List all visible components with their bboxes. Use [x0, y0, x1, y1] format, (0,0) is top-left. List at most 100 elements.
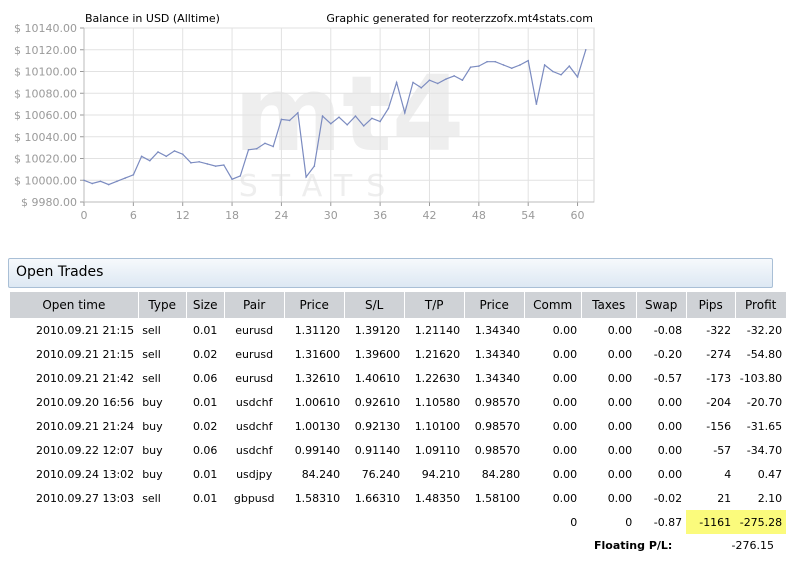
cell-pair: usdchf	[235, 395, 273, 409]
y-tick-label: $ 10020.00	[14, 153, 77, 166]
column-header-profit: Profit	[735, 292, 787, 318]
cell-comm: 0.00	[552, 419, 578, 433]
cell-current-price: 0.98570	[474, 419, 521, 433]
cell-stop-loss: 1.40610	[354, 371, 401, 385]
balance-point	[173, 150, 176, 152]
balance-point	[379, 120, 381, 123]
balance-point	[329, 122, 332, 125]
balance-point	[149, 159, 151, 162]
balance-point	[576, 76, 579, 78]
balance-point	[140, 155, 143, 158]
cell-open-price: 84.240	[301, 467, 341, 481]
cell-size: 0.01	[192, 323, 218, 337]
cell-pair: eurusd	[235, 323, 274, 337]
cell-type: sell	[142, 323, 161, 337]
x-tick-label: 0	[81, 209, 88, 222]
cell-comm: 0.00	[552, 371, 578, 385]
cell-current-price: 1.58100	[474, 491, 521, 505]
cell-type: buy	[142, 467, 163, 481]
cell-taxes: 0.00	[607, 395, 633, 409]
cell-stop-loss: 0.91140	[354, 443, 401, 457]
cell-open-time: 2010.09.27 13:03	[36, 491, 135, 505]
balance-point	[198, 160, 200, 163]
y-tick-label: $ 10040.00	[14, 131, 77, 144]
balance-point	[165, 155, 168, 158]
x-tick-label: 42	[422, 209, 436, 222]
totals-comm: 0	[570, 515, 578, 529]
cell-take-profit: 1.10580	[414, 395, 461, 409]
balance-point	[568, 65, 571, 67]
cell-swap: 0.00	[657, 443, 683, 457]
cell-size: 0.02	[192, 419, 218, 433]
chart-title: Balance in USD (Alltime)	[85, 12, 220, 25]
cell-take-profit: 1.21140	[414, 323, 461, 337]
cell-swap: -0.57	[653, 371, 683, 385]
balance-point	[552, 70, 554, 73]
table-row: 2010.09.22 12:07 buy 0.06 usdchf 0.99140 0.91…	[10, 438, 786, 462]
cell-pips: -173	[706, 371, 732, 385]
x-tick-label: 18	[225, 209, 239, 222]
balance-point	[280, 118, 283, 121]
balance-point	[305, 176, 307, 178]
x-tick-label: 30	[324, 209, 338, 222]
balance-point	[107, 183, 110, 186]
column-header-type: Type	[138, 292, 187, 318]
totals-empty-cell	[344, 510, 404, 534]
cell-open-time: 2010.09.21 21:42	[36, 371, 135, 385]
cell-open-price: 1.31120	[294, 323, 341, 337]
cell-stop-loss: 1.39120	[354, 323, 401, 337]
balance-point	[321, 115, 324, 117]
cell-stop-loss: 1.66310	[354, 491, 401, 505]
cell-pips: 4	[724, 467, 732, 481]
cell-comm: 0.00	[552, 443, 578, 457]
table-row: 2010.09.21 21:15 sell 0.02 eurusd 1.31600 1.3…	[10, 342, 786, 366]
x-tick-label: 36	[373, 209, 387, 222]
totals-taxes: 0	[625, 515, 633, 529]
table-row: 2010.09.20 16:56 buy 0.01 usdchf 1.00610 0.92…	[10, 390, 786, 414]
floating-pl-label: Floating P/L:	[594, 539, 673, 552]
balance-line	[83, 49, 587, 186]
table-row: 2010.09.27 13:03 sell 0.01 gbpusd 1.58310 1.6…	[10, 486, 786, 510]
totals-empty-cell	[138, 510, 186, 534]
balance-point	[494, 60, 497, 63]
balance-point	[313, 165, 316, 167]
cell-size: 0.06	[192, 443, 218, 457]
totals-swap: -0.87	[653, 515, 683, 529]
balance-point	[486, 60, 488, 63]
open-trades-table: Open time Type Size Pair Price S/L T/P Price Com…	[10, 292, 787, 534]
totals-empty-cell	[186, 510, 224, 534]
cell-pips: -322	[706, 323, 732, 337]
cell-swap: 0.00	[657, 395, 683, 409]
totals-empty-cell	[224, 510, 284, 534]
cell-current-price: 1.34340	[474, 347, 521, 361]
cell-profit: -20.70	[746, 395, 783, 409]
cell-comm: 0.00	[552, 491, 578, 505]
cell-profit: -32.20	[746, 323, 783, 337]
cell-pair: usdchf	[235, 443, 273, 457]
cell-profit: -103.80	[739, 371, 783, 385]
chart-subtitle: Graphic generated for reoterzzofx.mt4sta…	[326, 12, 593, 25]
balance-point	[91, 182, 94, 185]
cell-pips: -57	[713, 443, 732, 457]
cell-size: 0.01	[192, 491, 218, 505]
balance-point	[124, 177, 126, 179]
cell-comm: 0.00	[552, 395, 578, 409]
balance-point	[99, 180, 102, 183]
y-tick-label: $ 9980.00	[21, 196, 77, 209]
cell-type: sell	[142, 371, 161, 385]
cell-open-time: 2010.09.21 21:15	[36, 323, 135, 337]
balance-point	[428, 79, 431, 81]
cell-open-price: 1.00130	[294, 419, 341, 433]
cell-comm: 0.00	[552, 467, 578, 481]
cell-open-price: 1.58310	[294, 491, 341, 505]
cell-taxes: 0.00	[607, 491, 633, 505]
cell-open-time: 2010.09.22 12:07	[36, 443, 135, 457]
balance-point	[510, 67, 513, 70]
cell-open-time: 2010.09.21 21:15	[36, 347, 135, 361]
balance-point	[371, 117, 373, 120]
cell-size: 0.01	[192, 395, 218, 409]
balance-point	[206, 163, 209, 165]
cell-taxes: 0.00	[607, 467, 633, 481]
balance-point	[297, 112, 299, 114]
